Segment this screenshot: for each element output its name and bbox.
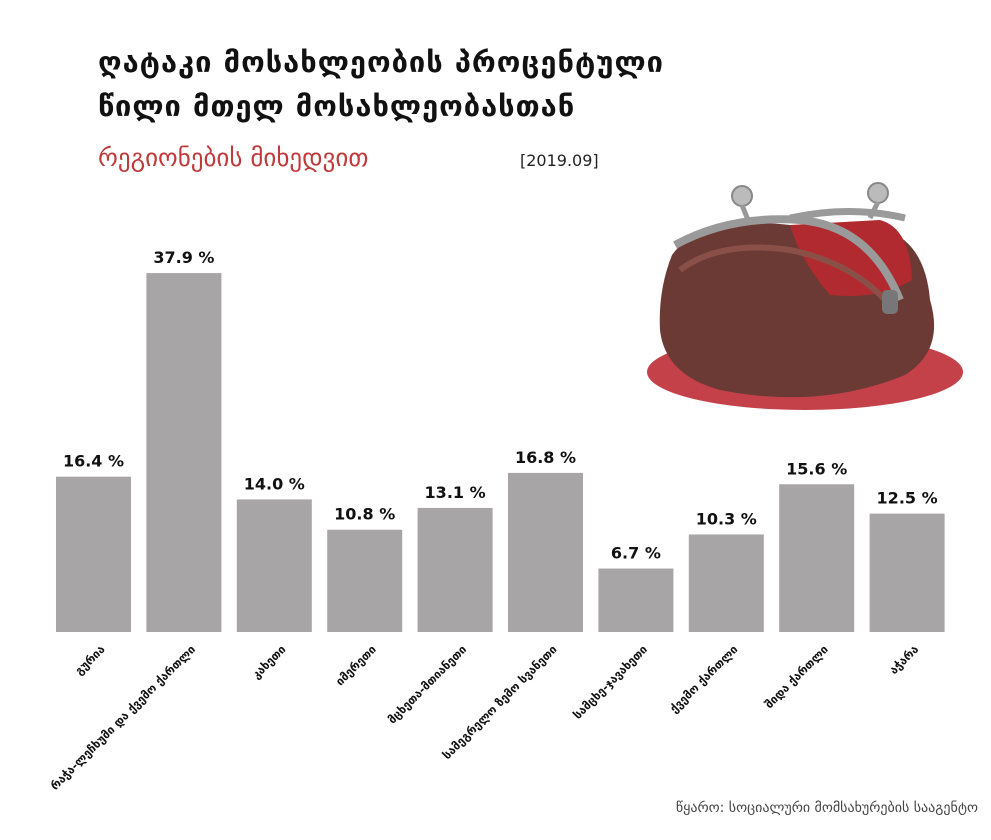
bar [869, 513, 945, 632]
x-tick-label: იმერეთი [333, 642, 379, 688]
x-tick-label: ქვემო ქართლი [667, 642, 740, 715]
x-tick-label: კახეთი [249, 642, 288, 681]
value-label: 12.5 % [877, 489, 938, 508]
bar [508, 472, 583, 632]
bar [236, 499, 312, 632]
x-tick-label: რაჭა-ლეჩხუმი და ქვემო ქართლი [47, 642, 198, 793]
value-label: 37.9 % [153, 248, 214, 267]
x-tick-label: შიდა ქართლი [762, 642, 831, 711]
x-tick-label: სამცხე-ჯავახეთი [570, 642, 650, 722]
value-label: 14.0 % [244, 474, 305, 493]
source-note: წყარო: სოციალური მომსახურების სააგენტო [676, 799, 978, 816]
bar [56, 476, 131, 632]
bar [146, 273, 222, 632]
chart-title: წილი მთელ მოსახლეობასთან [98, 89, 575, 123]
date-note: [2019.09] [520, 151, 599, 170]
value-label: 15.6 % [786, 459, 847, 478]
purse-illustration [647, 182, 963, 410]
bar [598, 568, 674, 632]
value-label: 10.8 % [334, 505, 395, 524]
x-tick-label: გურია [72, 642, 108, 678]
value-label: 10.3 % [696, 509, 757, 528]
value-label: 16.8 % [515, 448, 576, 467]
x-tick-label: აჭარა [887, 642, 922, 677]
value-label: 13.1 % [425, 483, 486, 502]
value-label: 16.4 % [63, 452, 124, 471]
bar [688, 534, 764, 632]
chart-title: ღატაკი მოსახლეობის პროცენტული [98, 45, 664, 79]
bar [327, 529, 403, 632]
value-label: 6.7 % [611, 544, 661, 563]
bar [779, 484, 855, 632]
x-tick-label: მცხეთა-მთიანეთი [385, 642, 469, 726]
bar [417, 507, 493, 632]
chart-subtitle: რეგიონების მიხედვით [98, 143, 368, 172]
